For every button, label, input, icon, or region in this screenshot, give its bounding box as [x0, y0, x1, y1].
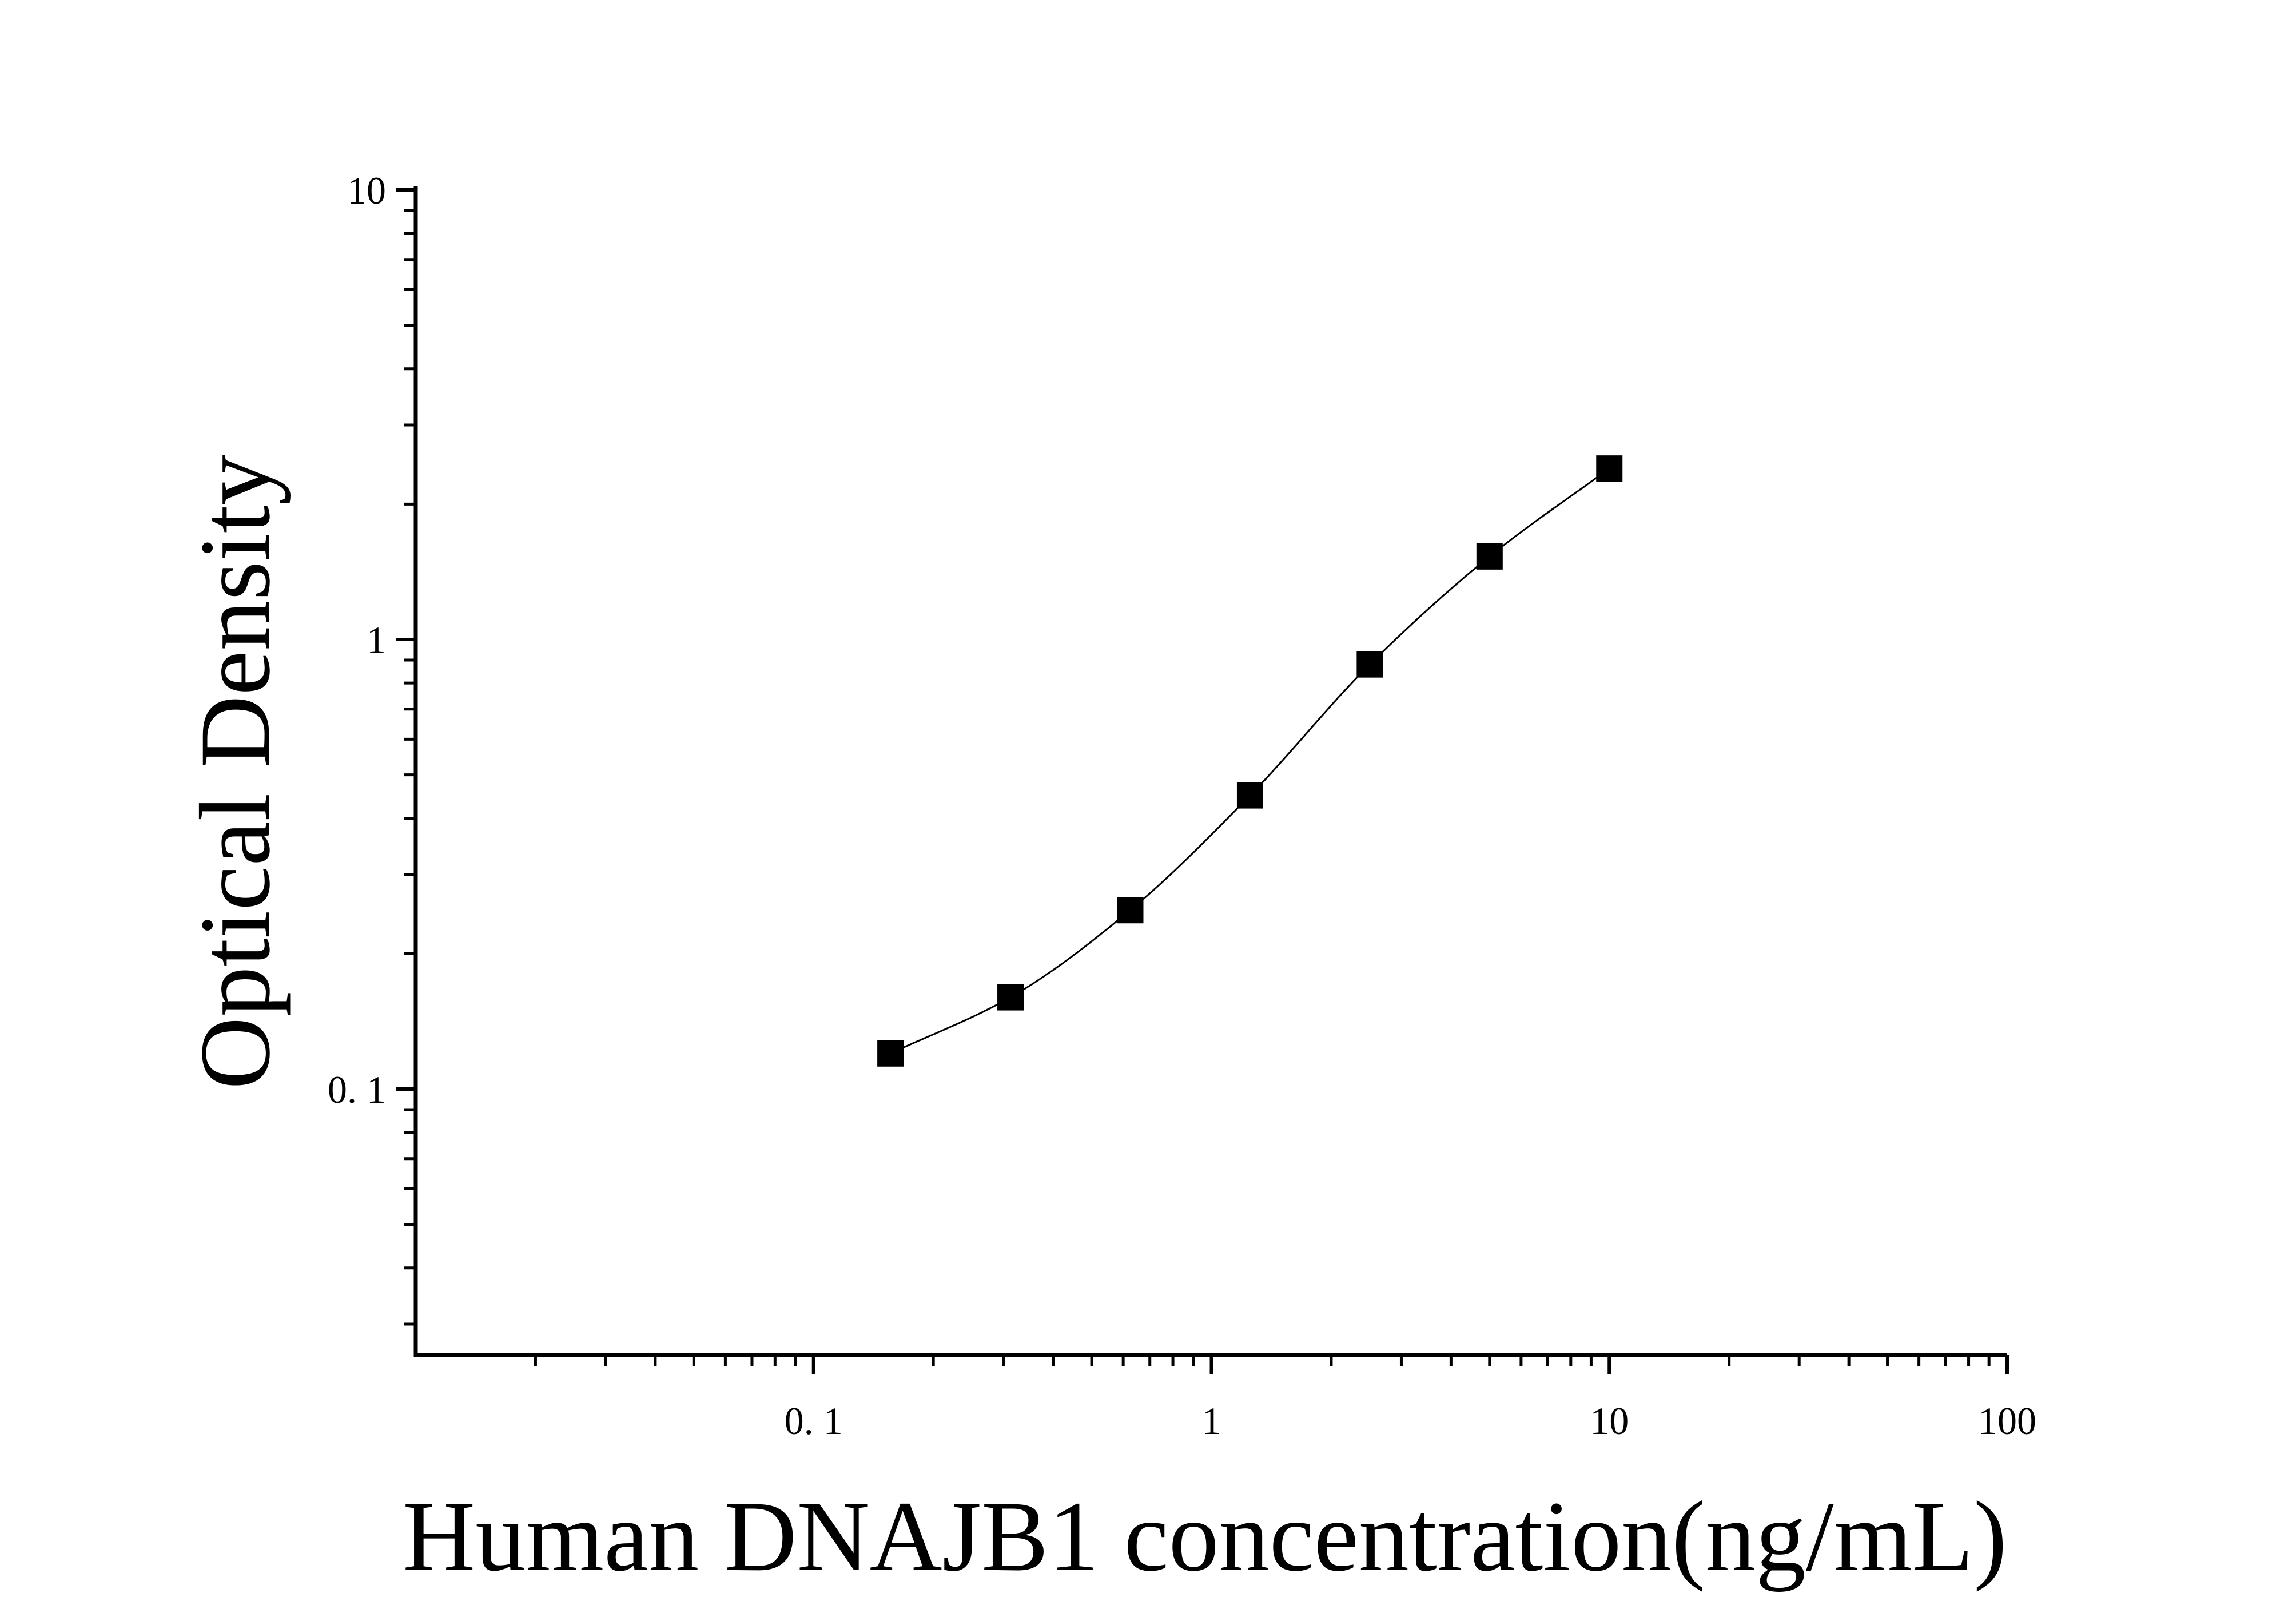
data-point	[1596, 455, 1623, 482]
axes	[413, 186, 2007, 1357]
y-tick-label: 0. 1	[328, 1068, 386, 1111]
x-tick-label: 0. 1	[785, 1399, 843, 1443]
x-tick-label: 10	[1590, 1399, 1629, 1443]
minor-ticks	[404, 209, 1991, 1366]
x-axis-title: Human DNAJB1 concentration(ng/mL)	[403, 1481, 2007, 1592]
tick-labels: 0. 1 1 10 100 0. 1 1 10	[328, 169, 2036, 1443]
data-point	[1356, 651, 1383, 678]
y-tick-label: 10	[347, 169, 386, 212]
major-ticks	[396, 188, 2009, 1374]
data-point	[997, 984, 1024, 1011]
data-point	[877, 1040, 904, 1067]
y-axis-title: Optical Density	[180, 455, 291, 1090]
data-point	[1476, 543, 1503, 570]
data-points	[877, 455, 1623, 1067]
y-tick-label: 1	[367, 618, 386, 662]
data-point	[1236, 782, 1263, 809]
x-tick-label: 1	[1202, 1399, 1221, 1443]
x-tick-label: 100	[1978, 1399, 2036, 1443]
data-point	[1117, 897, 1144, 924]
